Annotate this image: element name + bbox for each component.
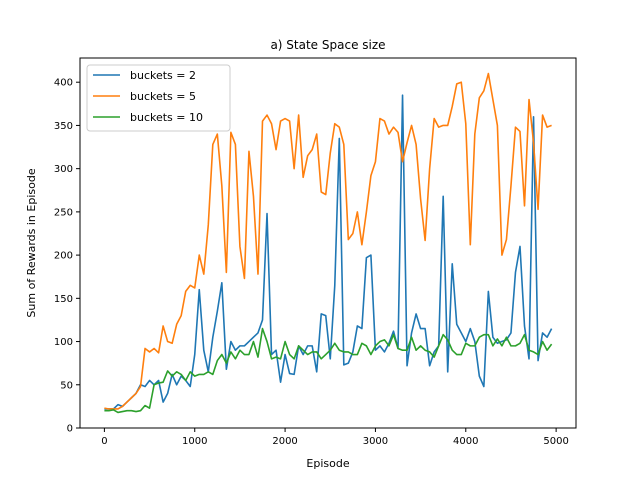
y-tick-label: 350: [54, 121, 73, 132]
y-tick-label: 400: [54, 78, 73, 89]
legend-box: [86, 64, 231, 132]
series-line-3: [104, 327, 553, 414]
y-tick-label: 50: [60, 380, 73, 391]
legend-label-2: buckets = 5: [130, 90, 196, 103]
x-tick-label: 0: [101, 436, 107, 447]
legend-label-1: buckets = 2: [130, 69, 196, 82]
x-axis-ticks: 0 1000 2000 3000 4000 5000: [101, 428, 569, 447]
x-tick-label: 4000: [453, 436, 478, 447]
series-line-1: [104, 94, 553, 410]
y-axis-label: Sum of Rewards in Episode: [25, 168, 38, 317]
legend-label-3: buckets = 10: [130, 111, 203, 124]
legend: buckets = 2 buckets = 5 buckets = 10: [86, 64, 231, 132]
x-axis-label: Episode: [306, 457, 349, 470]
chart-title: a) State Space size: [270, 38, 385, 52]
series-line-2: [104, 72, 552, 410]
y-tick-label: 200: [54, 251, 73, 262]
x-tick-label: 5000: [543, 436, 568, 447]
x-tick-label: 3000: [363, 436, 388, 447]
series-lines: [104, 72, 553, 414]
y-tick-label: 150: [54, 294, 73, 305]
y-axis-ticks: 0 50 100 150 200 250 300 350 400: [54, 78, 80, 435]
y-tick-label: 300: [54, 164, 73, 175]
y-tick-label: 0: [67, 424, 73, 435]
x-tick-label: 1000: [182, 436, 207, 447]
plot-area-frame: [79, 57, 577, 429]
y-tick-label: 100: [54, 337, 73, 348]
x-tick-label: 2000: [272, 436, 297, 447]
y-tick-label: 250: [54, 207, 73, 218]
